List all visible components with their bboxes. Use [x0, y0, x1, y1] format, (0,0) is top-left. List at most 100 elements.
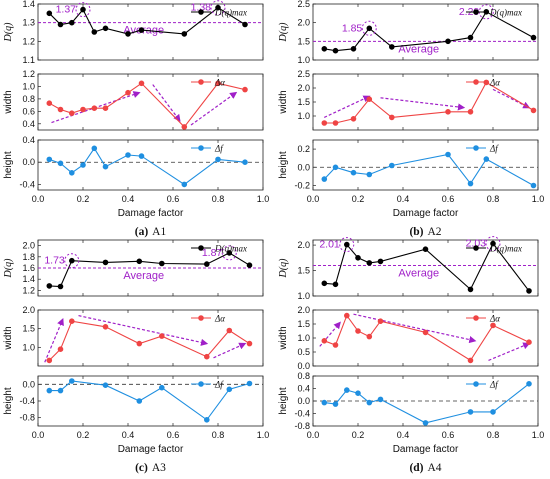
y-tick-label: 1.4: [22, 0, 35, 9]
data-point: [69, 19, 75, 26]
y-tick-label: 1.5: [297, 97, 310, 107]
panel-width-a1: 0.4 0.6 0.8 1.0 1.2 width Δα: [3, 69, 264, 131]
data-point: [102, 324, 109, 330]
data-point: [332, 281, 339, 288]
data-point: [69, 170, 75, 176]
y-tick-label: 1.4: [22, 274, 35, 284]
data-point: [321, 46, 328, 52]
legend-label-Dq: D(q)max: [489, 8, 522, 18]
legend-marker: [198, 245, 204, 251]
data-point: [226, 386, 233, 393]
panel-height-a2: -0.2 0.0 0.2 height Δf: [278, 139, 539, 190]
subfigure-caption: (b) A2: [409, 226, 441, 238]
y-tick-label: 0.4: [22, 135, 35, 145]
panel-frame: [37, 309, 264, 367]
panel-Dq-a3: 1.21.41.61.82.0 D(q) Average 1.73 1.87D(q)ma…: [3, 239, 264, 297]
data-point: [467, 34, 474, 41]
series-line-height: [324, 383, 530, 424]
trend-arrow: [78, 315, 209, 346]
y-tick-label: 2.5: [297, 69, 310, 79]
x-tick-label: 0.8: [487, 194, 500, 204]
average-label: Average: [398, 267, 439, 279]
x-tick-label: 1.0: [257, 430, 270, 440]
legend-marker: [473, 245, 479, 251]
data-point: [57, 283, 64, 290]
trend-arrow: [152, 84, 181, 122]
data-point: [355, 390, 361, 396]
trend-arrow: [213, 342, 247, 359]
data-point: [355, 328, 361, 334]
panel-frame: [37, 139, 264, 191]
data-point: [46, 283, 53, 289]
y-tick-label: 0.4: [22, 119, 35, 129]
data-point: [136, 398, 143, 404]
data-point: [69, 378, 75, 384]
y-tick-label: 1.5: [297, 319, 310, 329]
legend-label-Dq: D(q)max: [489, 244, 522, 254]
data-point: [46, 100, 53, 106]
data-point: [57, 387, 64, 394]
data-point: [246, 340, 253, 347]
x-tick-label: 0.0: [32, 430, 45, 440]
caption-name: A4: [428, 462, 442, 474]
data-point: [526, 288, 532, 294]
panel-Dq-a4: 1.0 1.5 2.0 D(q) Average 2.01 2.03 D(q)max: [278, 236, 539, 301]
trend-arrow: [323, 95, 371, 118]
data-point: [483, 156, 490, 162]
y-axis-label: width: [3, 90, 14, 114]
panel-height-a4: -0.8 -0.4 0.0 0.4 0.8 height Δf: [278, 371, 539, 431]
x-axis-label: Damage factor: [118, 208, 184, 219]
y-axis-label: D(q): [3, 258, 14, 279]
x-tick-label: 0.4: [122, 430, 135, 440]
y-tick-label: 2.0: [297, 240, 310, 250]
y-tick-label: 1.2: [22, 285, 35, 295]
panel-height-a1: -0.4 0.0 0.4 height Δf: [3, 135, 264, 191]
data-point: [242, 86, 248, 93]
subfigure-a3: 1.21.41.61.82.0D(q) Average1.731.87D(q)ma…: [3, 239, 270, 474]
data-point: [526, 339, 532, 345]
x-tick-label: 0.8: [487, 430, 500, 440]
y-tick-label: 1.1: [22, 55, 35, 65]
legend-marker: [473, 381, 479, 387]
x-tick-label: 0.6: [442, 194, 455, 204]
legend-marker: [473, 79, 479, 85]
y-axis-label: D(q): [3, 22, 14, 43]
data-point: [377, 318, 384, 324]
peak-highlight-circle: [221, 245, 237, 261]
peak-highlight-circle: [210, 0, 226, 16]
data-point: [69, 257, 75, 264]
data-point: [91, 145, 98, 152]
data-point: [246, 262, 253, 269]
data-point: [350, 169, 357, 176]
average-label: Average: [398, 43, 439, 55]
peak-annotation: 1.38: [191, 2, 212, 14]
y-axis-label: width: [3, 326, 14, 350]
trend-arrow: [488, 342, 531, 361]
y-tick-label: 0.6: [22, 106, 35, 116]
subfigure-a1: 1.11.21.31.4D(q)Average1.371.38D(q)max0.…: [3, 0, 269, 238]
x-axis-label: Damage factor: [393, 444, 459, 455]
y-axis-label: D(q): [278, 258, 289, 279]
x-tick-label: 0.8: [212, 430, 225, 440]
y-tick-label: 1.0: [22, 81, 35, 91]
legend-label-height: Δf: [214, 380, 224, 390]
data-point: [467, 409, 474, 415]
data-point: [57, 346, 64, 352]
y-tick-label: 2.0: [297, 18, 310, 28]
caption-name: A2: [428, 226, 442, 238]
data-point: [138, 27, 145, 33]
legend-label-width: Δα: [214, 78, 225, 88]
panel-width-a4: 0.0 0.5 1.0 1.5 2.0 width Δα: [278, 305, 539, 371]
data-point: [332, 342, 339, 348]
data-point: [125, 31, 131, 37]
x-tick-label: 0.6: [167, 430, 180, 440]
data-point: [102, 25, 109, 32]
data-point: [445, 151, 451, 158]
data-point: [366, 96, 373, 102]
caption-letter: (b): [409, 226, 423, 238]
data-point: [344, 387, 350, 393]
series-line-Dq: [324, 242, 530, 292]
data-point: [422, 246, 429, 252]
data-point: [204, 417, 210, 423]
data-point: [377, 396, 384, 403]
